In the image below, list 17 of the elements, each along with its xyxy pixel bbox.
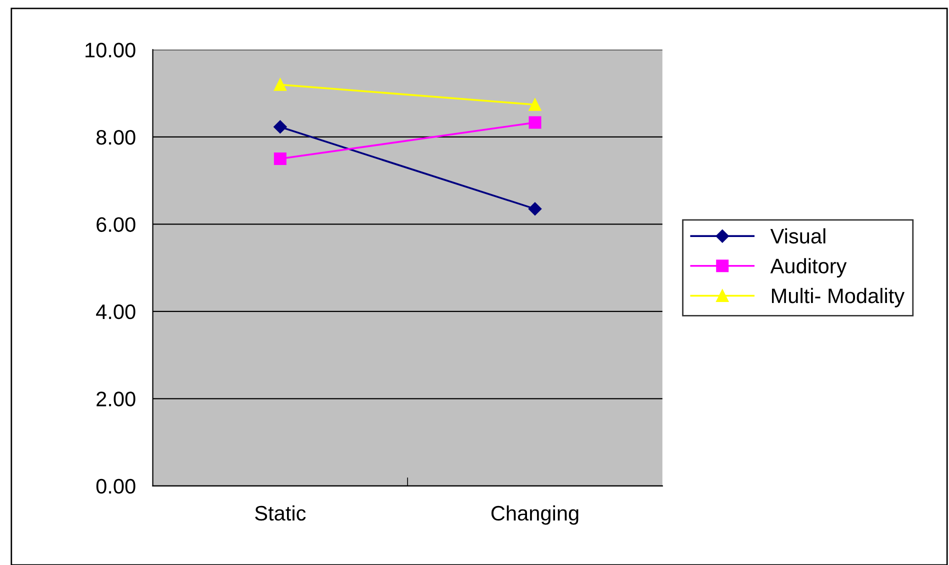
y-tick-label: 0.00 [96, 478, 136, 494]
legend-label: Auditory [770, 258, 847, 278]
legend-label: Multi- Modality [772, 288, 905, 308]
point [528, 98, 542, 111]
x-tick-label: Static [255, 505, 306, 521]
y-tick-label: 2.00 [96, 392, 136, 406]
y-tick-label: 8.00 [96, 130, 136, 145]
point [528, 116, 542, 129]
x-tick-label: Changing [491, 505, 578, 525]
y-tick-label: 4.00 [96, 304, 136, 320]
point [274, 78, 286, 91]
point [528, 202, 542, 216]
point [274, 120, 287, 134]
point [274, 152, 286, 166]
legend-label: Visual [770, 228, 826, 244]
y-tick-label: 10.00 [86, 42, 136, 58]
y-tick-label: 6.00 [96, 217, 136, 232]
